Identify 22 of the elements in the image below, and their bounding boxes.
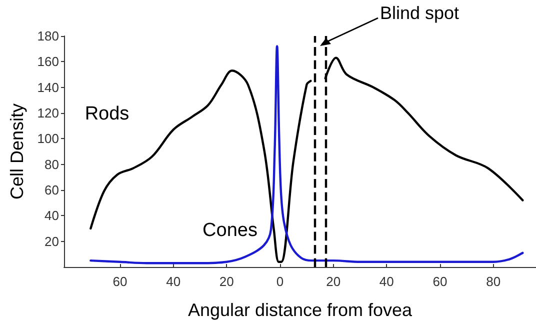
- y-tick-label: 60: [44, 182, 59, 198]
- text: Blind spot: [380, 3, 460, 23]
- x-tick-label: 40: [379, 274, 394, 289]
- y-tick-label: 80: [44, 156, 59, 172]
- y-tick-label: 180: [37, 28, 59, 44]
- y-tick-label: 100: [37, 131, 59, 146]
- x-tick-label: 20: [219, 274, 234, 289]
- series-label: Cones: [202, 220, 258, 242]
- x-axis-title: Angular distance from fovea: [188, 300, 414, 320]
- y-tick-label: 40: [44, 208, 59, 224]
- x-tick-label: 40: [166, 274, 181, 289]
- y-tick-label: 140: [37, 80, 59, 95]
- x-tick-label: 0: [276, 274, 284, 289]
- y-axis-title: Cell Density: [7, 103, 27, 200]
- x-tick-label: 60: [432, 274, 448, 289]
- y-tick-label: 20: [44, 234, 59, 249]
- y-tick-label: 160: [37, 54, 59, 70]
- series-label: Rods: [84, 104, 130, 125]
- y-tick-label: 120: [37, 106, 59, 120]
- x-tick-label: 60: [112, 274, 128, 289]
- x-tick-label: 80: [486, 274, 501, 289]
- x-tick-label: 20: [326, 274, 341, 289]
